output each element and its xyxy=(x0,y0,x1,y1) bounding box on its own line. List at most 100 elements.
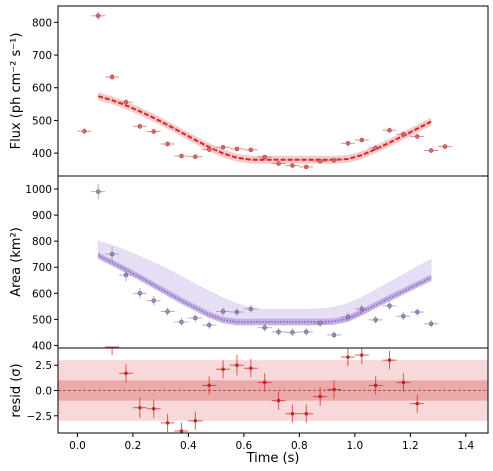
y-tick-label: 600 xyxy=(32,288,52,300)
data-point xyxy=(415,134,420,139)
data-point xyxy=(262,154,267,160)
data-point xyxy=(138,405,142,410)
data-point xyxy=(359,353,364,357)
data-point xyxy=(206,322,212,328)
x-tick-label: 0.8 xyxy=(291,440,308,452)
x-tick-label: 1.4 xyxy=(457,440,474,452)
data-point xyxy=(234,146,240,152)
x-tick-label: 0.4 xyxy=(180,440,197,452)
data-point xyxy=(220,309,226,314)
data-point xyxy=(428,148,434,153)
data-point xyxy=(304,164,309,170)
data-point xyxy=(290,330,295,335)
data-point xyxy=(401,131,406,137)
data-point xyxy=(151,129,156,134)
data-point xyxy=(193,315,198,321)
x-tick-label: 1.0 xyxy=(346,440,363,452)
area-panel: 400 500 600 700 800 900 1000 Area (km²) xyxy=(9,175,489,352)
data-point xyxy=(207,383,211,388)
area-y-ticks: 400 500 600 700 800 900 1000 xyxy=(25,184,58,352)
data-point xyxy=(345,314,351,319)
data-point xyxy=(373,383,378,388)
data-point xyxy=(96,189,101,194)
y-tick-label: 800 xyxy=(32,17,52,29)
area-ylabel: Area (km²) xyxy=(9,227,24,297)
data-point xyxy=(317,321,323,326)
y-tick-label: 700 xyxy=(32,50,52,62)
data-point xyxy=(137,124,143,129)
data-point xyxy=(82,129,87,134)
data-point xyxy=(359,137,364,143)
data-point xyxy=(179,429,184,433)
data-point xyxy=(165,421,170,425)
data-point xyxy=(193,419,198,423)
data-point xyxy=(96,13,101,19)
data-point xyxy=(123,99,129,105)
model-uncertainty-band xyxy=(98,92,432,164)
data-point xyxy=(276,329,281,335)
data-point xyxy=(234,309,240,315)
time-xlabel: Time (s) xyxy=(246,451,300,466)
flux-panel: 400 500 600 700 800 Flux (ph cm⁻² s⁻¹) xyxy=(9,5,489,177)
data-point xyxy=(248,147,254,153)
x-tick-label: 0.0 xyxy=(69,440,86,452)
data-point xyxy=(137,291,143,296)
data-point xyxy=(290,163,295,168)
model-curve xyxy=(97,95,432,161)
flux-data-points xyxy=(77,11,452,170)
data-point xyxy=(428,321,434,326)
data-point xyxy=(151,298,156,303)
residual-y-ticks: −2.5 0.0 2.5 xyxy=(27,360,58,423)
data-point xyxy=(151,406,156,411)
x-tick-label: 1.2 xyxy=(402,440,419,452)
data-point xyxy=(109,74,115,80)
residual-x-ticks: 0.0 0.2 0.4 0.6 0.8 1.0 1.2 1.4 xyxy=(69,433,474,452)
data-point xyxy=(221,367,225,372)
data-point xyxy=(359,306,364,312)
y-tick-label: 600 xyxy=(32,83,52,95)
data-point xyxy=(165,309,170,314)
y-tick-label: 900 xyxy=(32,210,52,222)
flux-model-band xyxy=(98,92,432,164)
data-point xyxy=(262,380,267,385)
data-point xyxy=(387,128,392,133)
data-point xyxy=(276,161,281,166)
data-point xyxy=(235,363,239,368)
data-point xyxy=(401,380,406,385)
data-point xyxy=(331,158,337,163)
data-point xyxy=(304,411,309,416)
data-point xyxy=(332,387,336,392)
residual-ylabel: resid (σ) xyxy=(9,363,24,417)
flux-ylabel: Flux (ph cm⁻² s⁻¹) xyxy=(9,33,24,150)
data-point xyxy=(331,332,337,338)
data-point xyxy=(304,329,309,335)
y-tick-label: 800 xyxy=(32,236,52,248)
data-point xyxy=(276,398,281,403)
data-point xyxy=(220,145,226,150)
y-tick-label: 2.5 xyxy=(35,360,52,372)
data-point xyxy=(401,314,406,319)
y-tick-label: 500 xyxy=(32,115,52,127)
y-tick-label: 700 xyxy=(32,262,52,274)
data-point xyxy=(373,317,378,323)
data-point xyxy=(249,366,253,371)
data-point xyxy=(387,303,392,308)
data-point xyxy=(290,411,295,416)
data-point xyxy=(165,141,170,147)
data-point xyxy=(318,394,322,399)
flux-axes-frame xyxy=(57,5,489,177)
model-inner-band xyxy=(98,252,432,326)
data-point xyxy=(123,272,129,278)
y-tick-label: −2.5 xyxy=(27,411,53,423)
area-data-points xyxy=(91,183,439,339)
data-point xyxy=(262,325,267,330)
data-point xyxy=(415,309,420,315)
data-point xyxy=(109,251,115,257)
data-point xyxy=(387,358,392,362)
flux-model-line xyxy=(97,95,432,161)
y-tick-label: 400 xyxy=(32,148,52,160)
residual-data-points xyxy=(105,346,425,433)
data-point xyxy=(345,141,351,146)
flux-y-ticks: 400 500 600 700 800 xyxy=(32,17,58,160)
